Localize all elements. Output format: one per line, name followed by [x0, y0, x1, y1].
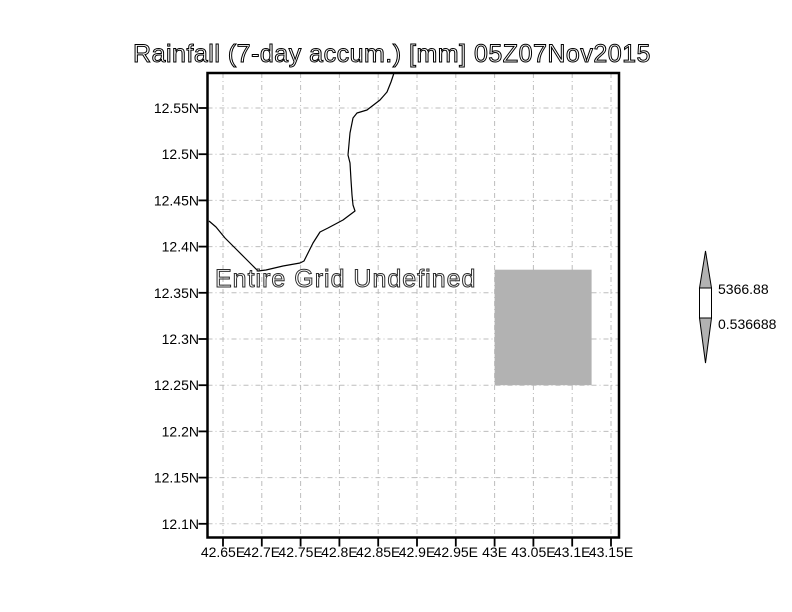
entire-grid-undefined-label: Entire Grid Undefined [215, 265, 476, 293]
x-axis-tick-label: 42.8E [321, 544, 358, 560]
x-axis-tick-label: 43.1E [554, 544, 591, 560]
colorbar-arrow-down-icon [698, 317, 713, 364]
colorbar-max-label: 5366.88 [718, 281, 769, 297]
y-axis-tick-label: 12.55N [154, 100, 199, 116]
y-axis-tick-label: 12.5N [162, 146, 199, 162]
axis-tick-layer: 12.55N 12.5N 12.45N 12.4N 12.35N 12.3N 12.25N 1… [154, 100, 633, 560]
plot-title: Rainfall (7-day accum.) [mm] 05Z07Nov201… [133, 40, 651, 68]
x-axis-tick-label: 42.9E [399, 544, 436, 560]
x-axis-tick-label: 42.7E [244, 544, 281, 560]
map-frame [206, 71, 621, 539]
y-axis-tick-label: 12.3N [162, 331, 199, 347]
colorbar-arrow-up-icon [698, 250, 713, 289]
y-axis-tick-label: 12.2N [162, 423, 199, 439]
colorbar-min-label: 0.536688 [718, 316, 777, 332]
y-axis-tick-label: 12.45N [154, 192, 199, 208]
x-axis-tick-label: 43E [482, 544, 507, 560]
y-axis-tick-label: 12.4N [162, 239, 199, 255]
y-axis-tick-label: 12.1N [162, 516, 199, 532]
colorbar-range-box [699, 287, 712, 319]
x-axis-tick-label: 42.85E [356, 544, 400, 560]
y-axis-tick-label: 12.25N [154, 377, 199, 393]
x-axis-tick-label: 42.95E [434, 544, 478, 560]
x-axis-tick-label: 43.15E [589, 544, 633, 560]
x-axis-tick-label: 42.65E [201, 544, 245, 560]
coastline-path [208, 72, 395, 272]
colorbar: 5366.88 0.536688 [698, 250, 777, 364]
y-axis-tick-label: 12.15N [154, 470, 199, 486]
x-axis-tick-label: 42.75E [278, 544, 322, 560]
x-axis-tick-label: 43.05E [511, 544, 555, 560]
undefined-data-block [494, 269, 592, 386]
y-axis-tick-label: 12.35N [154, 285, 199, 301]
